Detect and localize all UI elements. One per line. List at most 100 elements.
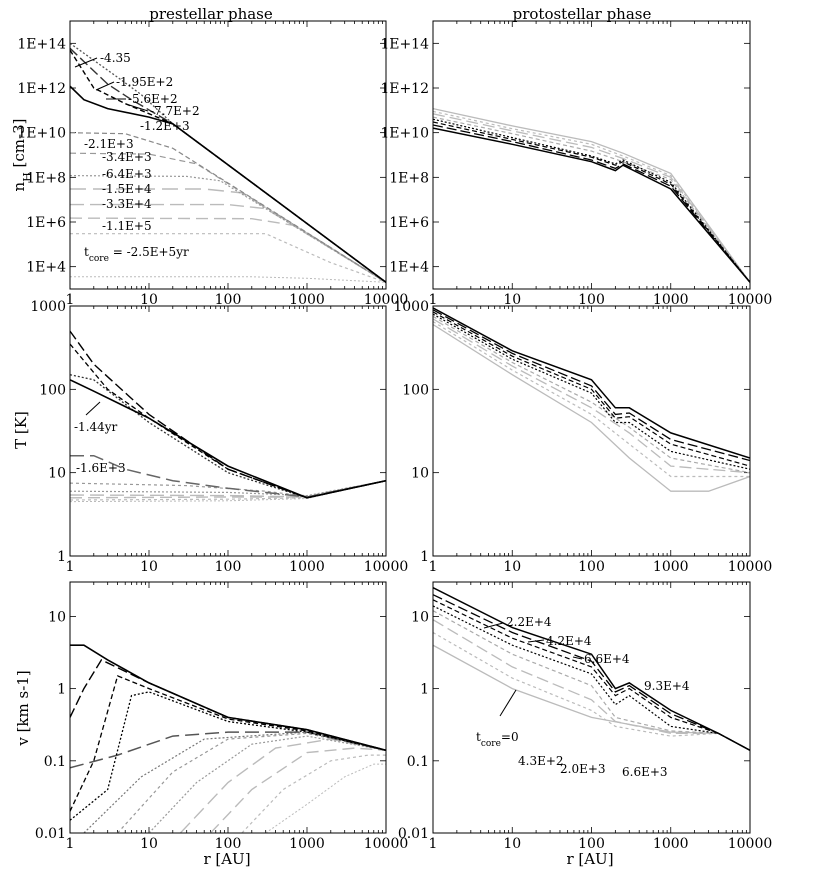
- x-tick-label: 1: [429, 836, 438, 852]
- annot-label: -4.35: [100, 51, 131, 65]
- x-tick-label: 10000: [728, 292, 773, 308]
- x-tick-label: 10000: [728, 559, 773, 575]
- x-tick-label: 10000: [364, 292, 409, 308]
- x-tick-label: 1000: [653, 559, 689, 575]
- annot-label: -1.2E+3: [140, 119, 190, 133]
- x-tick-label: 1: [66, 292, 75, 308]
- x-tick-label: 1000: [289, 292, 325, 308]
- arrow: [527, 639, 545, 643]
- annot-label: 4.2E+4: [546, 634, 592, 648]
- series-line: [433, 313, 750, 470]
- panel-temperature-protostellar: 1 10 100 1000 10000 1 10 100 1000: [393, 299, 772, 575]
- y-tick-label: 1000: [393, 299, 429, 315]
- x-tick-label: 100: [578, 836, 605, 852]
- ylabel-density: nH [cm-3]: [10, 119, 34, 192]
- arrow: [499, 689, 517, 717]
- y-tick-label: 10: [48, 609, 66, 625]
- annot-label: -6.4E+3: [102, 167, 152, 181]
- series-line: [70, 691, 386, 821]
- minor-ticks: [456, 21, 747, 289]
- series-line: [433, 315, 750, 474]
- x-tick-label: 1000: [653, 292, 689, 308]
- annot-label: -7.7E+2: [150, 104, 200, 118]
- plot-frame: [69, 20, 387, 290]
- series-line: [433, 594, 750, 751]
- series-group: [433, 587, 750, 751]
- y-tick-label: 1E+14: [17, 36, 66, 52]
- x-tick-label: 10: [140, 292, 158, 308]
- plot-frame: [432, 305, 751, 557]
- series-line: [179, 738, 386, 833]
- series-line: [70, 658, 386, 751]
- series-line: [70, 152, 386, 283]
- y-tick-label: 0.01: [398, 826, 429, 842]
- y-tick-label: 10: [411, 609, 429, 625]
- annot-label: 6.6E+4: [584, 652, 630, 666]
- arrow: [125, 103, 149, 112]
- plot-frame: [69, 305, 387, 557]
- x-tick-label: 1: [66, 836, 75, 852]
- plot-frame: [432, 581, 751, 834]
- column-title-protostellar: protostellar phase: [513, 5, 652, 23]
- series-line: [70, 203, 386, 283]
- arrow: [95, 81, 115, 91]
- series-line: [70, 85, 386, 283]
- annot-label: -1.95E+2: [116, 75, 173, 89]
- panel-velocity-protostellar: 1 10 100 1000 10000 0.01 0.1 1 10: [398, 581, 773, 852]
- plot-frame: [69, 581, 387, 834]
- panel-velocity-prestellar: 1 10 100 1000 10000 0.01 0.1 1 10: [35, 581, 408, 852]
- series-line: [70, 233, 386, 283]
- series-line: [433, 587, 750, 751]
- column-title-prestellar: prestellar phase: [149, 5, 273, 23]
- series-line: [70, 374, 386, 499]
- x-tick-label: 1000: [653, 836, 689, 852]
- x-tick-label: 10000: [364, 559, 409, 575]
- y-tick-label: 1E+10: [380, 126, 429, 142]
- series-line: [433, 599, 750, 751]
- panel-density-protostellar: 1 10 100 1000 10000 1E+4 1E+6 1E+8 1E+10 1E+12 1E+…: [380, 20, 773, 308]
- ylabel-velocity: v [km s-1]: [14, 670, 32, 746]
- annot-label: -5.6E+2: [128, 92, 178, 106]
- annot-label: -2.1E+3: [84, 137, 134, 151]
- series-line: [70, 379, 386, 499]
- minor-ticks: [456, 582, 747, 833]
- series-line: [433, 118, 750, 283]
- y-tick-label: 1000: [30, 299, 66, 315]
- series-group: [433, 307, 750, 492]
- y-tick-label: 1E+4: [389, 260, 429, 276]
- series-line: [70, 675, 386, 812]
- y-tick-label: 1E+10: [17, 126, 66, 142]
- y-tick-label: 0.1: [44, 754, 66, 770]
- panel-temperature-prestellar: 1 10 100 1000 10000 1 10 100 1000: [30, 299, 408, 575]
- x-tick-label: 1000: [289, 836, 325, 852]
- series-line: [433, 321, 750, 478]
- minor-ticks: [93, 306, 383, 556]
- annot-label: 9.3E+4: [644, 679, 690, 693]
- annot-label: -3.4E+3: [102, 150, 152, 164]
- x-tick-label: 100: [215, 559, 242, 575]
- x-tick-label: 1000: [289, 559, 325, 575]
- annot-label: -1.1E+5: [102, 219, 152, 233]
- x-tick-label: 10000: [728, 836, 773, 852]
- annot-label: 6.6E+3: [622, 765, 668, 779]
- series-line: [433, 107, 750, 283]
- y-tick-label: 1: [57, 682, 66, 698]
- annot-label: -3.3E+4: [102, 197, 152, 211]
- annot-label: 2.0E+3: [560, 762, 606, 776]
- y-tick-label: 10: [411, 466, 429, 482]
- y-tick-label: 100: [402, 382, 429, 398]
- x-tick-label: 1: [66, 559, 75, 575]
- x-tick-label: 100: [215, 836, 242, 852]
- series-line: [83, 731, 386, 833]
- series-line: [433, 309, 750, 462]
- series-line: [148, 735, 386, 833]
- y-tick-label: 1E+8: [389, 170, 429, 186]
- x-tick-label: 100: [578, 559, 605, 575]
- annotations-velocity-protostellar: 2.2E+4 4.2E+4 6.6E+4 9.3E+4 4.3E+2 2.0E+…: [476, 615, 690, 779]
- series-line: [433, 116, 750, 283]
- series-line: [70, 132, 386, 283]
- tcore-label-prestellar: tcore = -2.5E+5yr: [84, 245, 189, 264]
- series-line: [433, 323, 750, 492]
- xlabel-left: r [AU]: [203, 850, 250, 868]
